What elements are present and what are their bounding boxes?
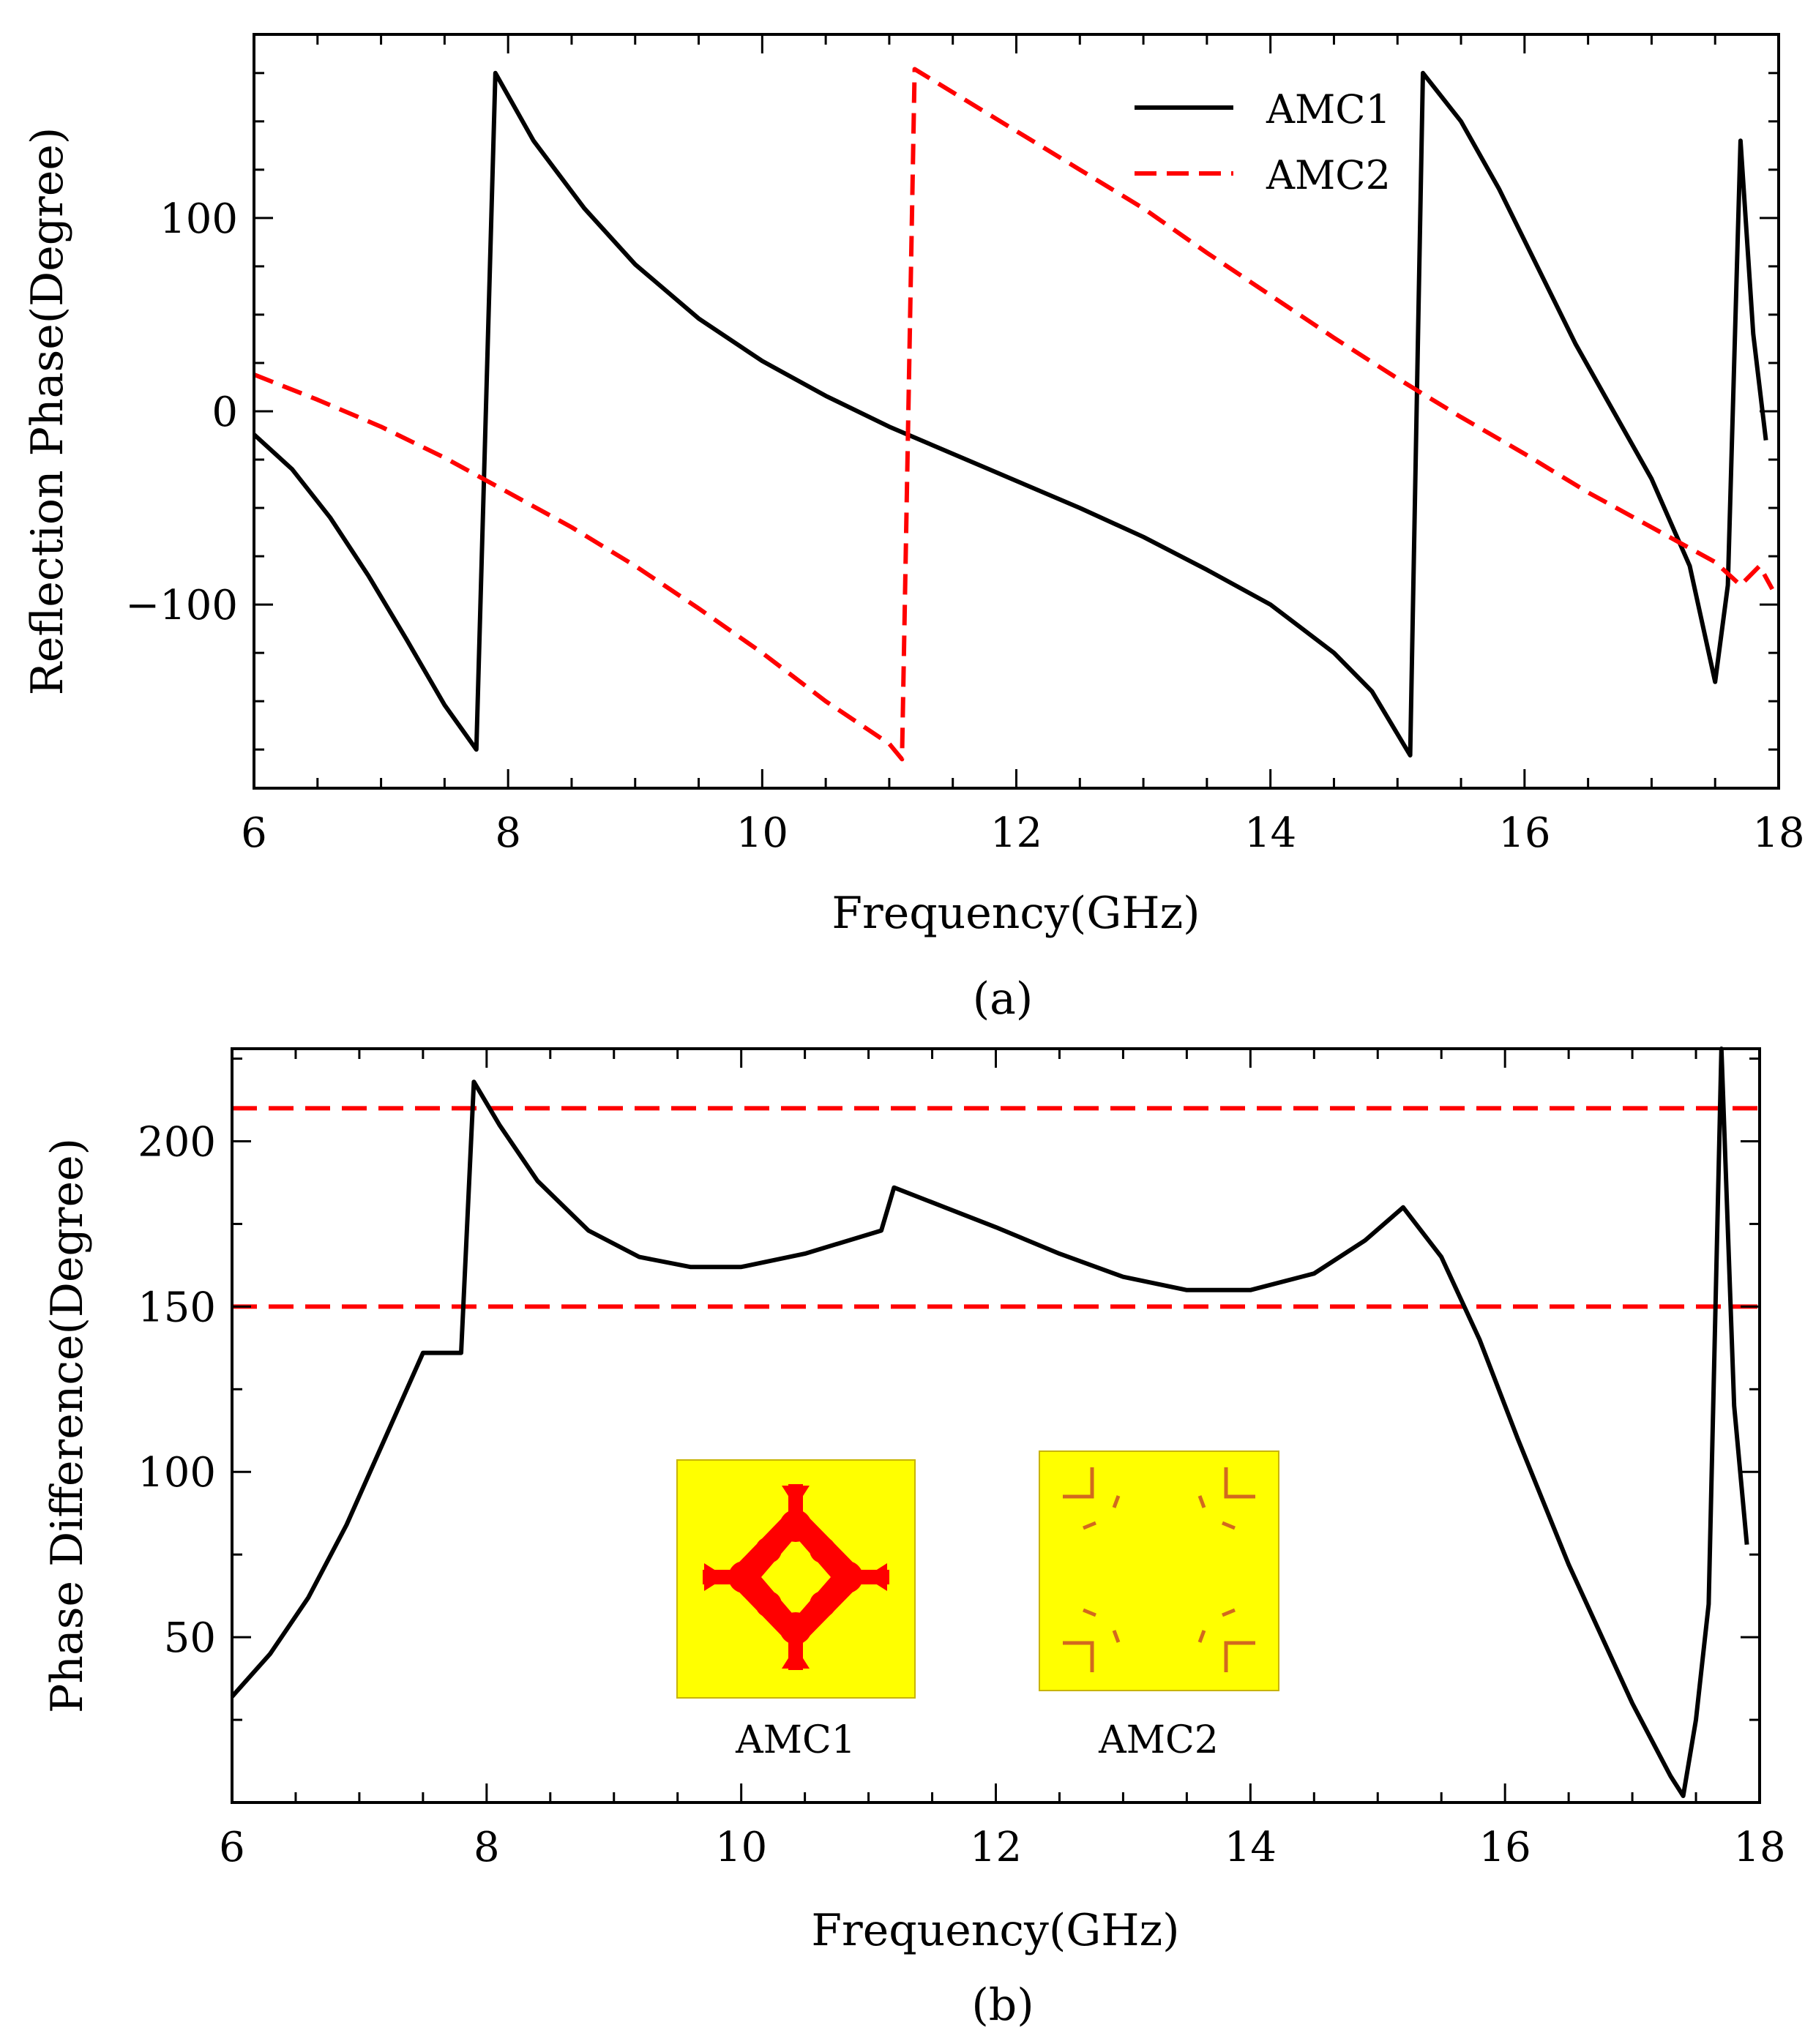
panel-a-series-line-amc2 <box>253 67 1774 762</box>
legend-label-amc1: AMC1 <box>1266 86 1391 132</box>
panel-b-x-tick-label: 12 <box>970 1824 1022 1871</box>
panel-a-plot-frame <box>253 33 1780 790</box>
panel-b-y-tick-label: 100 <box>138 1449 216 1497</box>
panel-a-x-tick-label: 16 <box>1498 809 1550 857</box>
inset-amc2-label: AMC2 <box>1098 1718 1219 1762</box>
panel-b-plot-frame <box>231 1047 1761 1804</box>
panel-a-caption: (a) <box>973 973 1034 1025</box>
panel-a-x-tick-label: 8 <box>495 809 521 857</box>
panel-b-y-axis-label: Phase Difference(Degree) <box>42 1138 93 1713</box>
amc1-fractal-pattern-icon <box>703 1484 889 1670</box>
panel-b-tick-labels: 6 8 10 12 14 16 18 50 100 150 200 <box>138 1118 1786 1871</box>
panel-b-caption: (b) <box>971 1980 1034 2031</box>
panel-a-y-tick-label: 100 <box>160 195 238 243</box>
panel-b-y-tick-label: 150 <box>138 1284 216 1331</box>
panel-b-series-layer <box>230 1047 1749 1798</box>
panel-a-ticks <box>253 34 1780 788</box>
panel-b-x-tick-label: 18 <box>1733 1824 1785 1871</box>
inset-amc1: AMC1 <box>676 1459 916 1762</box>
panel-b-y-tick-label: 200 <box>138 1118 216 1166</box>
inset-amc1-label: AMC1 <box>735 1718 856 1762</box>
panel-b-y-tick-label: 50 <box>164 1614 216 1662</box>
panel-b-x-tick-label: 16 <box>1479 1824 1531 1871</box>
legend-label-amc2: AMC2 <box>1266 152 1391 198</box>
panel-a-reflection-phase: 6 8 10 12 14 16 18 −100 0 100 Frequency(… <box>22 33 1805 1025</box>
panel-b-x-tick-label: 10 <box>715 1824 767 1871</box>
panel-a-y-tick-label: −100 <box>125 582 238 629</box>
amc2-corner-pattern-icon <box>1063 1467 1255 1672</box>
panel-b-x-tick-label: 14 <box>1225 1824 1277 1871</box>
panel-a-x-tick-label: 10 <box>736 809 788 857</box>
panel-a-tick-labels: 6 8 10 12 14 16 18 −100 0 100 <box>125 195 1804 857</box>
panel-a-x-axis-label: Frequency(GHz) <box>832 888 1200 939</box>
panel-a-x-tick-label: 18 <box>1752 809 1804 857</box>
panel-a-legend: AMC1 AMC2 <box>1135 86 1391 198</box>
panel-b-x-axis-label: Frequency(GHz) <box>811 1905 1179 1956</box>
panel-a-y-tick-label: 0 <box>212 389 238 436</box>
panel-b-x-tick-label: 8 <box>474 1824 500 1871</box>
panel-a-series-layer <box>252 67 1774 762</box>
panel-a-x-tick-label: 6 <box>241 809 267 857</box>
panel-b-series-line-difference <box>230 1047 1749 1798</box>
panel-b-x-tick-label: 6 <box>219 1824 245 1871</box>
panel-a-series-line-amc1 <box>252 70 1768 758</box>
panel-b-ticks <box>231 1049 1761 1804</box>
panel-b-reference-lines <box>232 1106 1760 1309</box>
panel-a-x-tick-label: 12 <box>990 809 1042 857</box>
panel-a-x-tick-label: 14 <box>1244 809 1296 857</box>
panel-a-y-axis-label: Reflection Phase(Degree) <box>22 127 73 696</box>
inset-amc2-substrate <box>1039 1450 1279 1691</box>
panel-b-phase-difference: 6 8 10 12 14 16 18 50 100 150 200 Freque… <box>42 1047 1786 2031</box>
inset-amc2: AMC2 <box>1039 1450 1279 1762</box>
